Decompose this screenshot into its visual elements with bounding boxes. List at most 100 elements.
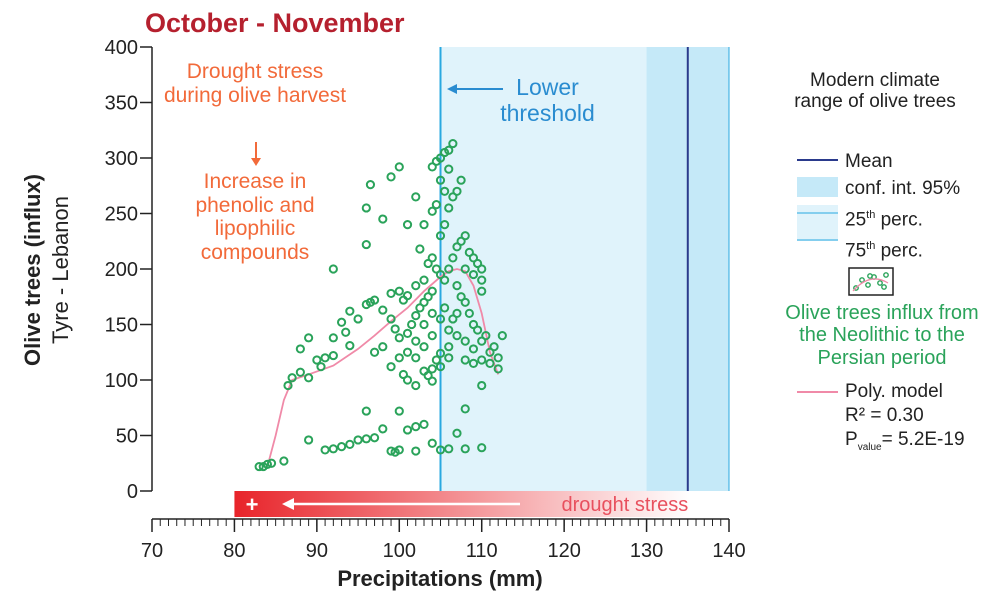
data-point <box>448 138 458 149</box>
data-point <box>411 311 421 321</box>
data-point <box>440 186 450 196</box>
data-point <box>394 333 404 343</box>
poly-model <box>266 268 500 467</box>
data-point <box>411 380 421 391</box>
data-point <box>427 438 437 448</box>
x-tick-label: 140 <box>712 540 745 562</box>
legend-swatch <box>867 273 873 279</box>
data-point <box>378 342 388 352</box>
y-tick-label: 250 <box>105 204 138 226</box>
data-point <box>320 353 330 363</box>
threshold-text: Lower threshold <box>500 74 595 126</box>
data-point <box>427 206 437 216</box>
data-point <box>477 380 487 391</box>
data-point <box>361 203 371 213</box>
data-point <box>419 342 429 352</box>
data-point <box>485 358 495 368</box>
data-point <box>279 456 289 466</box>
data-point <box>448 253 458 263</box>
data-point <box>394 406 404 416</box>
data-point <box>411 192 421 202</box>
legend-entry: Mean <box>845 151 893 172</box>
data-point <box>365 180 376 190</box>
data-point <box>460 355 470 365</box>
chart-title: October - November <box>145 8 405 38</box>
data-point <box>328 333 338 343</box>
x-tick-label: 100 <box>383 540 416 562</box>
data-point <box>353 435 363 445</box>
x-tick-label: 110 <box>466 540 498 562</box>
data-point <box>493 353 503 363</box>
data-point <box>402 328 413 338</box>
data-point <box>460 336 470 346</box>
data-point <box>477 264 487 274</box>
data-point <box>452 331 462 341</box>
data-point <box>415 244 425 254</box>
data-point <box>468 344 479 354</box>
data-point <box>402 347 413 357</box>
legend-swatch <box>883 272 889 278</box>
data-point <box>369 295 380 305</box>
data-point <box>390 324 400 334</box>
x-tick-label: 130 <box>630 540 663 562</box>
data-point <box>435 314 446 324</box>
data-point <box>378 424 388 434</box>
data-point <box>460 264 470 274</box>
data-point <box>497 331 507 341</box>
data-point <box>361 434 371 444</box>
data-point <box>452 308 462 318</box>
data-point <box>394 353 404 363</box>
data-point <box>402 375 413 385</box>
legend-text: th <box>866 240 876 253</box>
data-point <box>460 297 470 307</box>
drought-sign: + <box>246 492 259 517</box>
x-tick-label: 80 <box>223 540 245 562</box>
data-point <box>431 200 441 210</box>
data-point <box>427 364 437 374</box>
y-tick-label: 50 <box>116 426 138 448</box>
data-point <box>353 314 363 324</box>
data-point <box>477 286 487 296</box>
arrow-head <box>282 498 294 510</box>
data-point <box>266 458 277 468</box>
data-point <box>419 319 429 330</box>
data-point <box>468 358 479 368</box>
data-point <box>394 162 404 172</box>
data-point <box>304 373 314 383</box>
legend-swatch <box>797 177 838 197</box>
data-point <box>427 376 437 386</box>
data-point <box>341 327 351 337</box>
data-point <box>316 362 326 372</box>
y-tick-label: 150 <box>105 315 138 337</box>
data-point <box>295 344 305 354</box>
legend-text: P <box>845 429 858 450</box>
data-point <box>489 342 499 352</box>
data-point <box>262 459 272 469</box>
data-point <box>336 317 347 327</box>
arrow-head <box>251 158 261 166</box>
data-point <box>444 264 454 274</box>
data-point <box>456 175 466 185</box>
data-point <box>464 308 474 318</box>
data-point <box>411 422 421 432</box>
data-point <box>452 281 462 291</box>
data-point <box>411 336 421 346</box>
data-point <box>394 445 404 455</box>
y-tick-label: 400 <box>105 37 138 59</box>
data-point <box>386 314 396 324</box>
data-point <box>320 445 330 455</box>
data-point <box>435 445 446 455</box>
legend-text: Olive trees influx from the Neolithic to… <box>785 302 979 369</box>
data-point <box>427 331 437 341</box>
data-point <box>386 288 396 299</box>
data-point <box>304 435 314 445</box>
data-point <box>444 203 454 213</box>
data-point <box>444 325 454 335</box>
legend-entry: Poly. model <box>845 381 943 402</box>
data-point <box>427 253 437 263</box>
x-tick-label: 70 <box>141 540 163 562</box>
legend-swatch <box>859 277 865 283</box>
data-point <box>481 331 491 341</box>
